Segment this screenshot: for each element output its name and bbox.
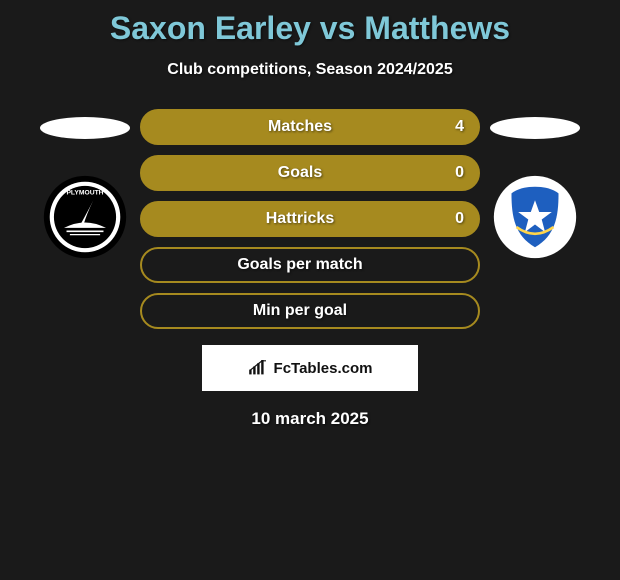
stat-label: Hattricks <box>156 210 444 228</box>
right-side <box>480 109 590 259</box>
stat-label: Matches <box>156 118 444 136</box>
svg-text:PLYMOUTH: PLYMOUTH <box>66 189 103 196</box>
portsmouth-logo-icon <box>493 175 577 259</box>
stat-row-min-per-goal: Min per goal <box>140 293 480 329</box>
stat-value: 0 <box>444 164 464 182</box>
stat-label: Min per goal <box>156 302 444 320</box>
left-side: PLYMOUTH <box>30 109 140 259</box>
brand-box[interactable]: FcTables.com <box>202 345 418 391</box>
stats-list: Matches 4 Goals 0 Hattricks 0 Goals per … <box>140 109 480 329</box>
left-player-ellipse <box>40 117 130 139</box>
page-subtitle: Club competitions, Season 2024/2025 <box>0 61 620 79</box>
right-club-logo <box>493 175 577 259</box>
stat-row-hattricks: Hattricks 0 <box>140 201 480 237</box>
stat-row-matches: Matches 4 <box>140 109 480 145</box>
brand-chart-icon <box>248 360 268 376</box>
stat-label: Goals <box>156 164 444 182</box>
stat-row-goals-per-match: Goals per match <box>140 247 480 283</box>
plymouth-logo-icon: PLYMOUTH <box>43 175 127 259</box>
right-player-ellipse <box>490 117 580 139</box>
left-club-logo: PLYMOUTH <box>43 175 127 259</box>
comparison-content: PLYMOUTH Matches 4 Goals 0 Hattricks 0 G… <box>0 109 620 329</box>
stat-value: 0 <box>444 210 464 228</box>
stat-value: 4 <box>444 118 464 136</box>
brand-label: FcTables.com <box>274 360 373 377</box>
footer-date: 10 march 2025 <box>0 409 620 429</box>
stat-row-goals: Goals 0 <box>140 155 480 191</box>
stat-label: Goals per match <box>156 256 444 274</box>
page-title: Saxon Earley vs Matthews <box>0 0 620 47</box>
